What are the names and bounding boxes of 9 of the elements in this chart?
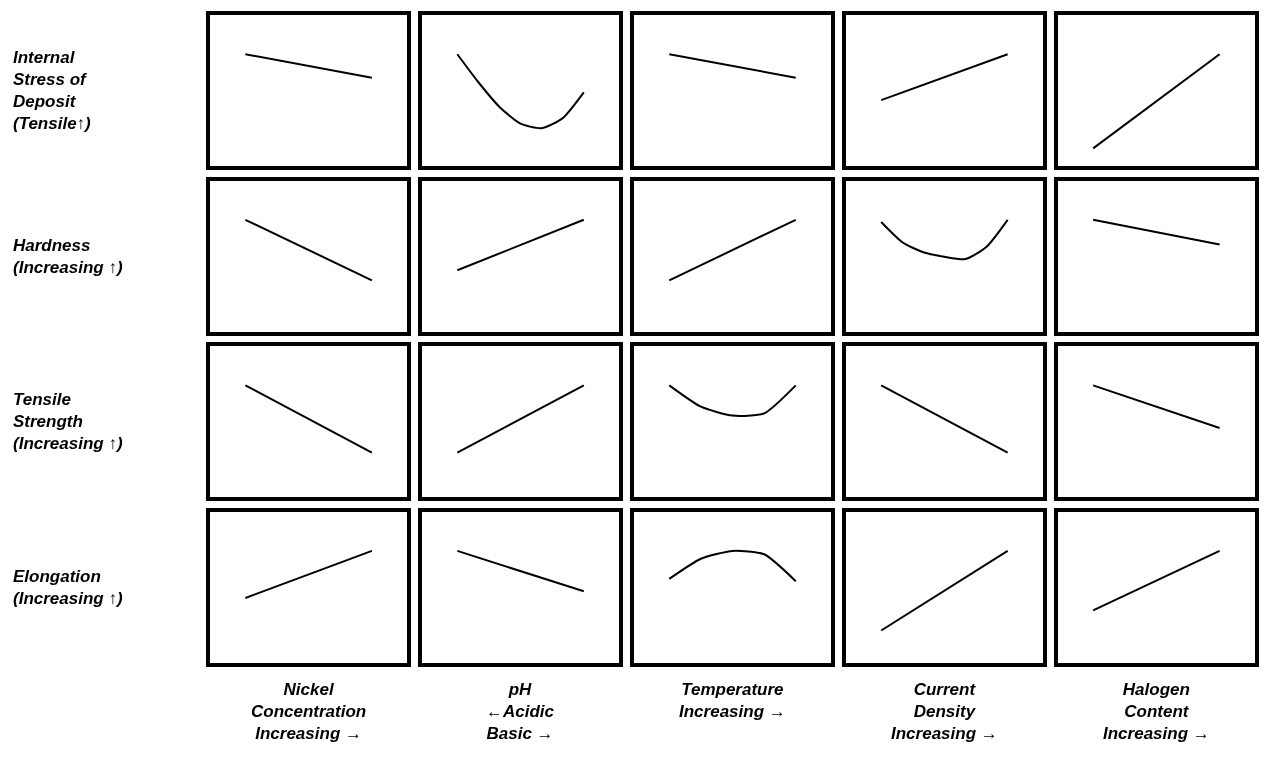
x-axis-title: Halogen Content Increasing →	[1103, 680, 1210, 744]
y-axis-title: Hardness (Increasing ↑)	[13, 236, 123, 278]
x-axis-title: Current Density Increasing →	[891, 680, 998, 744]
y-axis-title: Internal Stress of Deposit (Tensile↑)	[13, 48, 92, 134]
x-axis-title: Temperature Increasing →	[679, 680, 786, 722]
y-axis-title: Elongation (Increasing ↑)	[13, 567, 123, 609]
x-axis-title: pH ←Acidic Basic →	[486, 680, 555, 744]
x-axis-title: Nickel Concentration Increasing →	[251, 680, 367, 744]
y-axis-title: Tensile Strength (Increasing ↑)	[13, 390, 123, 454]
